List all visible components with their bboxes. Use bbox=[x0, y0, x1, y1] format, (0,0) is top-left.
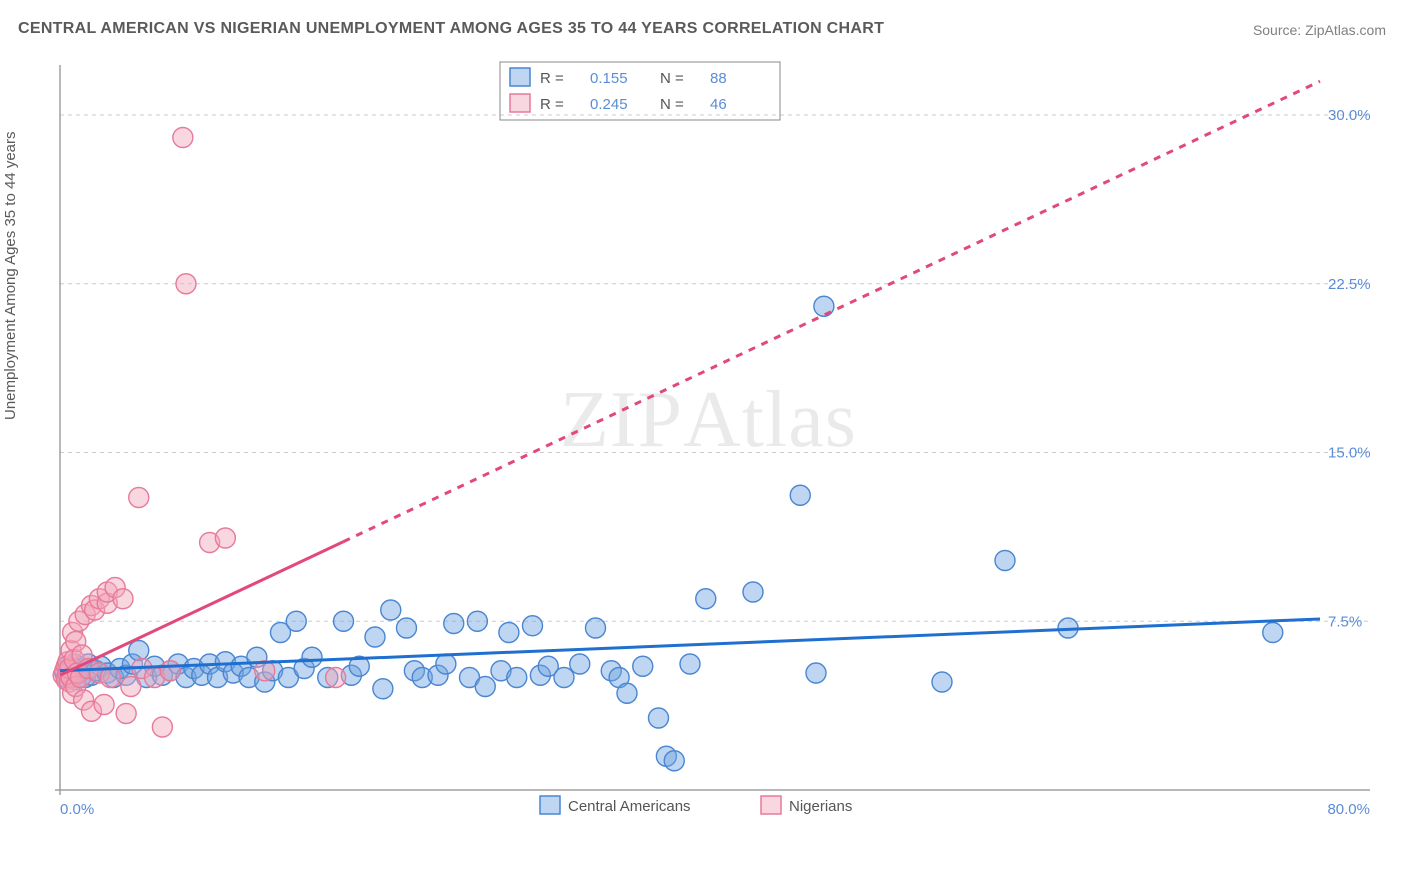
legend-r-value: 0.245 bbox=[590, 96, 628, 113]
data-point bbox=[116, 704, 136, 724]
source-label: Source: ZipAtlas.com bbox=[1253, 22, 1386, 38]
data-point bbox=[286, 611, 306, 631]
data-point bbox=[806, 663, 826, 683]
bottom-legend-label: Central Americans bbox=[568, 798, 691, 815]
y-tick-label: 15.0% bbox=[1328, 445, 1371, 462]
data-point bbox=[436, 654, 456, 674]
data-point bbox=[326, 668, 346, 688]
x-tick-label: 80.0% bbox=[1327, 801, 1370, 818]
data-point bbox=[100, 668, 120, 688]
y-axis-label: Unemployment Among Ages 35 to 44 years bbox=[2, 131, 19, 420]
data-point bbox=[397, 618, 417, 638]
bottom-legend-label: Nigerians bbox=[789, 798, 852, 815]
data-point bbox=[664, 751, 684, 771]
chart-title: CENTRAL AMERICAN VS NIGERIAN UNEMPLOYMEN… bbox=[18, 20, 884, 38]
legend-r-label: R = bbox=[540, 70, 564, 87]
data-point bbox=[570, 654, 590, 674]
legend-swatch bbox=[510, 94, 530, 112]
y-tick-label: 7.5% bbox=[1328, 613, 1362, 630]
data-point bbox=[790, 485, 810, 505]
data-point bbox=[932, 672, 952, 692]
data-point bbox=[334, 611, 354, 631]
data-point bbox=[365, 627, 385, 647]
data-point bbox=[94, 695, 114, 715]
data-point bbox=[475, 677, 495, 697]
data-point bbox=[160, 661, 180, 681]
data-point bbox=[554, 668, 574, 688]
data-point bbox=[113, 589, 133, 609]
data-point bbox=[680, 654, 700, 674]
data-point bbox=[467, 611, 487, 631]
data-point bbox=[743, 582, 763, 602]
data-point bbox=[173, 128, 193, 148]
legend-r-value: 0.155 bbox=[590, 70, 628, 87]
legend-n-label: N = bbox=[660, 70, 684, 87]
data-point bbox=[523, 616, 543, 636]
data-point bbox=[215, 528, 235, 548]
data-point bbox=[1263, 623, 1283, 643]
data-point bbox=[381, 600, 401, 620]
y-tick-label: 30.0% bbox=[1328, 107, 1371, 124]
legend-n-value: 46 bbox=[710, 96, 727, 113]
legend-n-label: N = bbox=[660, 96, 684, 113]
legend-swatch bbox=[510, 68, 530, 86]
data-point bbox=[121, 677, 141, 697]
data-point bbox=[176, 274, 196, 294]
x-tick-label: 0.0% bbox=[60, 801, 94, 818]
series-1 bbox=[53, 128, 345, 738]
bottom-legend-swatch bbox=[761, 796, 781, 814]
scatter-plot: 7.5% 15.0% 22.5% 30.0% 0.0% 80.0% R = 0.155 N = 8… bbox=[50, 60, 1380, 830]
data-point bbox=[129, 641, 149, 661]
data-point bbox=[507, 668, 527, 688]
data-point bbox=[129, 488, 149, 508]
data-point bbox=[444, 614, 464, 634]
data-point bbox=[373, 679, 393, 699]
legend-n-value: 88 bbox=[710, 70, 727, 87]
data-point bbox=[696, 589, 716, 609]
data-point bbox=[633, 656, 653, 676]
data-point bbox=[499, 623, 519, 643]
bottom-legend-swatch bbox=[540, 796, 560, 814]
data-point bbox=[586, 618, 606, 638]
data-point bbox=[995, 551, 1015, 571]
series-0 bbox=[55, 296, 1283, 771]
legend-r-label: R = bbox=[540, 96, 564, 113]
data-point bbox=[617, 683, 637, 703]
y-tick-label: 22.5% bbox=[1328, 276, 1371, 293]
data-point bbox=[649, 708, 669, 728]
data-point bbox=[302, 647, 322, 667]
data-point bbox=[152, 717, 172, 737]
